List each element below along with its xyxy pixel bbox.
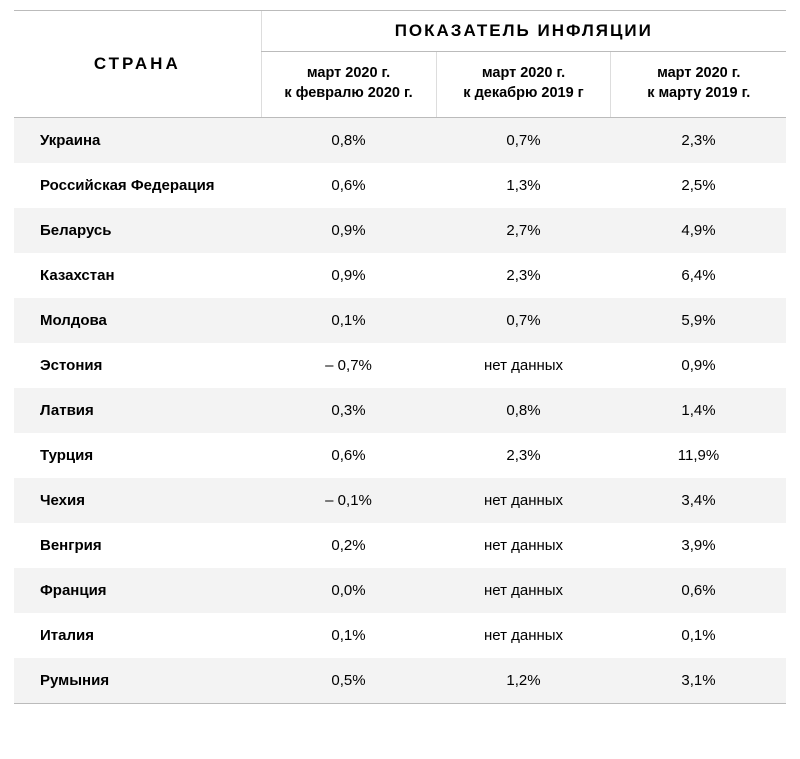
header-col-1: март 2020 г. к февралю 2020 г. bbox=[261, 52, 436, 118]
cell-value-2: 0,7% bbox=[436, 118, 611, 164]
cell-value-1: – 0,7% bbox=[261, 343, 436, 388]
cell-value-1: 0,1% bbox=[261, 298, 436, 343]
cell-value-3: 4,9% bbox=[611, 208, 786, 253]
header-country: СТРАНА bbox=[14, 11, 261, 118]
cell-value-3: 3,9% bbox=[611, 523, 786, 568]
cell-value-1: 0,9% bbox=[261, 208, 436, 253]
table-row: Латвия0,3%0,8%1,4% bbox=[14, 388, 786, 433]
cell-value-2: 2,7% bbox=[436, 208, 611, 253]
cell-value-2: нет данных bbox=[436, 613, 611, 658]
cell-country: Франция bbox=[14, 568, 261, 613]
cell-value-3: 0,6% bbox=[611, 568, 786, 613]
cell-value-1: 0,6% bbox=[261, 163, 436, 208]
cell-country: Турция bbox=[14, 433, 261, 478]
cell-value-3: 5,9% bbox=[611, 298, 786, 343]
cell-country: Румыния bbox=[14, 658, 261, 704]
cell-value-3: 0,9% bbox=[611, 343, 786, 388]
cell-value-3: 2,3% bbox=[611, 118, 786, 164]
table-row: Турция0,6%2,3%11,9% bbox=[14, 433, 786, 478]
cell-value-1: 0,9% bbox=[261, 253, 436, 298]
cell-value-2: 2,3% bbox=[436, 253, 611, 298]
cell-country: Италия bbox=[14, 613, 261, 658]
cell-country: Беларусь bbox=[14, 208, 261, 253]
cell-value-2: 2,3% bbox=[436, 433, 611, 478]
cell-value-1: 0,6% bbox=[261, 433, 436, 478]
table-row: Беларусь0,9%2,7%4,9% bbox=[14, 208, 786, 253]
cell-value-2: 1,3% bbox=[436, 163, 611, 208]
cell-value-2: нет данных bbox=[436, 343, 611, 388]
cell-value-3: 11,9% bbox=[611, 433, 786, 478]
table-row: Эстония– 0,7%нет данных0,9% bbox=[14, 343, 786, 388]
table-row: Казахстан0,9%2,3%6,4% bbox=[14, 253, 786, 298]
table-body: Украина0,8%0,7%2,3%Российская Федерация0… bbox=[14, 118, 786, 704]
header-col-3-line2: к марту 2019 г. bbox=[647, 85, 750, 101]
header-col-2-line1: март 2020 г. bbox=[482, 65, 565, 81]
cell-value-1: – 0,1% bbox=[261, 478, 436, 523]
cell-value-2: 1,2% bbox=[436, 658, 611, 704]
table-row: Чехия– 0,1%нет данных3,4% bbox=[14, 478, 786, 523]
header-col-2: март 2020 г. к декабрю 2019 г bbox=[436, 52, 611, 118]
cell-country: Латвия bbox=[14, 388, 261, 433]
table-row: Франция0,0%нет данных0,6% bbox=[14, 568, 786, 613]
cell-value-3: 1,4% bbox=[611, 388, 786, 433]
cell-country: Российская Федерация bbox=[14, 163, 261, 208]
cell-country: Эстония bbox=[14, 343, 261, 388]
cell-value-1: 0,8% bbox=[261, 118, 436, 164]
table-container: СТРАНА ПОКАЗАТЕЛЬ ИНФЛЯЦИИ март 2020 г. … bbox=[0, 0, 800, 724]
cell-value-2: 0,8% bbox=[436, 388, 611, 433]
cell-value-3: 3,4% bbox=[611, 478, 786, 523]
header-col-3: март 2020 г. к марту 2019 г. bbox=[611, 52, 786, 118]
cell-value-3: 0,1% bbox=[611, 613, 786, 658]
cell-value-2: нет данных bbox=[436, 478, 611, 523]
table-row: Украина0,8%0,7%2,3% bbox=[14, 118, 786, 164]
cell-value-1: 0,2% bbox=[261, 523, 436, 568]
table-row: Румыния0,5%1,2%3,1% bbox=[14, 658, 786, 704]
cell-value-2: нет данных bbox=[436, 523, 611, 568]
header-super: ПОКАЗАТЕЛЬ ИНФЛЯЦИИ bbox=[261, 11, 786, 52]
table-row: Российская Федерация0,6%1,3%2,5% bbox=[14, 163, 786, 208]
cell-country: Молдова bbox=[14, 298, 261, 343]
cell-country: Чехия bbox=[14, 478, 261, 523]
cell-country: Казахстан bbox=[14, 253, 261, 298]
cell-value-3: 3,1% bbox=[611, 658, 786, 704]
inflation-table: СТРАНА ПОКАЗАТЕЛЬ ИНФЛЯЦИИ март 2020 г. … bbox=[14, 10, 786, 704]
table-row: Италия0,1%нет данных0,1% bbox=[14, 613, 786, 658]
cell-value-3: 2,5% bbox=[611, 163, 786, 208]
cell-value-2: 0,7% bbox=[436, 298, 611, 343]
cell-country: Украина bbox=[14, 118, 261, 164]
cell-value-1: 0,0% bbox=[261, 568, 436, 613]
cell-value-1: 0,3% bbox=[261, 388, 436, 433]
cell-value-1: 0,1% bbox=[261, 613, 436, 658]
header-col-3-line1: март 2020 г. bbox=[657, 65, 740, 81]
table-row: Венгрия0,2%нет данных3,9% bbox=[14, 523, 786, 568]
cell-value-2: нет данных bbox=[436, 568, 611, 613]
cell-country: Венгрия bbox=[14, 523, 261, 568]
cell-value-1: 0,5% bbox=[261, 658, 436, 704]
cell-value-3: 6,4% bbox=[611, 253, 786, 298]
table-row: Молдова0,1%0,7%5,9% bbox=[14, 298, 786, 343]
header-col-1-line1: март 2020 г. bbox=[307, 65, 390, 81]
header-col-1-line2: к февралю 2020 г. bbox=[284, 85, 412, 101]
header-col-2-line2: к декабрю 2019 г bbox=[463, 85, 583, 101]
